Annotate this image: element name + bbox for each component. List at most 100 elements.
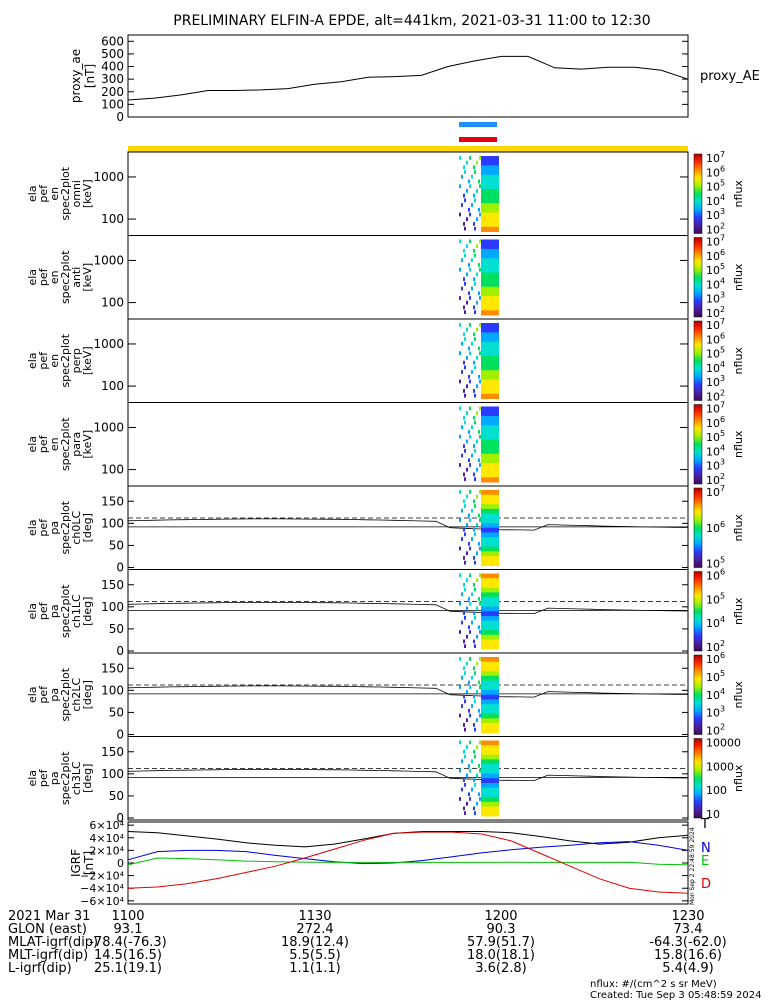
proxy-ae-ytick: 0 [116,110,124,124]
panel-ytick: 150 [101,494,124,508]
panel-ylabel: pa [48,604,61,618]
panel-ylabel: para [70,432,83,457]
colorbar-tick: 102 [706,472,725,487]
colorbar-tick: 106 [706,520,725,535]
colorbar-label: nflux [732,681,745,709]
igrf-line-D [127,831,689,894]
colorbar-tick: 107 [706,317,725,332]
colorbar-tick: 104 [706,276,725,291]
colorbar-tick: 107 [706,234,725,249]
pa-reference-line [127,602,689,615]
igrf-line-N [127,841,689,865]
panel-ylabel: anti [70,267,83,288]
igrf-ytick: 2×10⁴ [89,844,124,857]
colorbar-tick: 106 [706,248,725,263]
colorbar-tick: 105 [706,429,725,444]
panel-ylabel: [keV] [81,346,94,375]
igrf-legend-E: E [701,854,709,869]
panel-ylabel: pa [48,688,61,702]
colorbar-tick: 104 [706,687,725,702]
panel-ylabel: spec2plot [59,667,72,721]
bar-blue [459,122,497,127]
bar-yellow [128,146,688,152]
colorbar-tick: 105 [706,179,725,194]
colorbar-tick: 104 [706,615,725,630]
colorbar-tick: 103 [706,705,725,720]
colorbar-tick: 104 [706,193,725,208]
panel-ylabel: [keV] [81,430,94,459]
ephem-value: 18.9(12.4) [281,935,349,950]
colorbar-tick: 106 [706,164,725,179]
colorbar-tick: 104 [706,443,725,458]
panel-ylabel: [deg] [81,680,94,709]
panel-pa-ch0: elapefpaspec2plotch0LC[deg]0501001501051… [26,484,745,575]
colorbar-tick: 105 [706,669,725,684]
pa-reference-line [127,769,689,782]
panel-pa-ch1: elapefpaspec2plotch1LC[deg]0501001501021… [26,568,745,659]
proxy-ae-ytick: 300 [101,72,124,86]
igrf-legend-N: N [701,841,711,856]
panel-ytick: 150 [101,745,124,759]
panel-ylabel: pef [37,601,50,620]
panel-ytick: 50 [109,789,124,803]
panel-spec-anti: elapefenspec2plotanti[keV]10010001021031… [26,234,745,321]
colorbar: 102 104 105 106 nflux [693,568,745,654]
heatmap-cells [459,490,499,566]
colorbar-tick: 106 [706,568,725,583]
panel-ytick: 1000 [93,170,124,184]
ephem-value: 1.1(1.1) [289,961,341,976]
proxy-ae-ytick: 500 [101,47,124,61]
bar-red [459,137,497,142]
colorbar-label: nflux [732,514,745,542]
colorbar-tick: 107 [706,150,725,165]
panel-ytick: 100 [101,212,124,226]
ephemeris-table: 2021 Mar 31 1100 1130 1200 1230 GLON (ea… [8,909,727,976]
panel-ytick: 100 [101,516,124,530]
panel-ylabel: ela [26,770,39,787]
colorbar-label: nflux [732,764,745,792]
ephem-date: 2021 Mar 31 [8,909,90,924]
ephem-time-1: 1130 [298,909,331,924]
ephem-row-label: GLON (east) [8,922,87,937]
igrf-legend-D: D [701,877,711,892]
colorbar-tick: 106 [706,331,725,346]
colorbar-tick: 102 [706,305,725,320]
ephem-value: 15.8(16.6) [654,948,722,963]
side-stamp: Mon Sep 2 22:48:59 2024 [689,827,696,905]
panel-spec-perp: elapefenspec2plotperp[keV]10010001021031… [26,317,745,404]
igrf-ytick: 4×10⁴ [89,832,124,845]
colorbar-label: nflux [732,263,745,291]
proxy-ae-ytick: 100 [101,97,124,111]
proxy-ae-ylabel-2: [nT] [83,64,97,88]
panel-ylabel: pef [37,685,50,704]
panel-ytick: 0 [116,561,124,575]
panel-ylabel: en [48,437,61,451]
panel-ylabel: pa [48,521,61,535]
panel-ytick: 100 [101,600,124,614]
panel-ylabel: [deg] [81,513,94,542]
panel-spec-omni: elapefenspec2plotomni[keV]10010001021031… [26,150,745,237]
colorbar-tick: 105 [706,591,725,606]
heatmap-cells [459,573,499,650]
colorbar-tick: 102 [706,639,725,654]
panel-ylabel: ch3LC [70,761,83,795]
panel-ylabel: spec2plot [59,333,72,387]
panel-ylabel: ela [26,519,39,536]
panel-ylabel: ch2LC [70,678,83,712]
panel-ytick: 150 [101,661,124,675]
igrf-line-T [127,831,689,848]
panel-ylabel: pef [37,434,50,453]
colorbar-tick: 103 [706,374,725,389]
panel-ylabel: ela [26,185,39,202]
ephem-value: 5.5(5.5) [289,948,341,963]
ephem-value: 57.9(51.7) [467,935,535,950]
footer-units: nflux: #/(cm^2 s sr MeV) [590,979,717,990]
colorbar-tick: 102 [706,389,725,404]
colorbar: 102 103 104 105 106 nflux [693,651,745,738]
colorbar-label: nflux [732,180,745,208]
ephem-value: 25.1(19.1) [94,961,162,976]
